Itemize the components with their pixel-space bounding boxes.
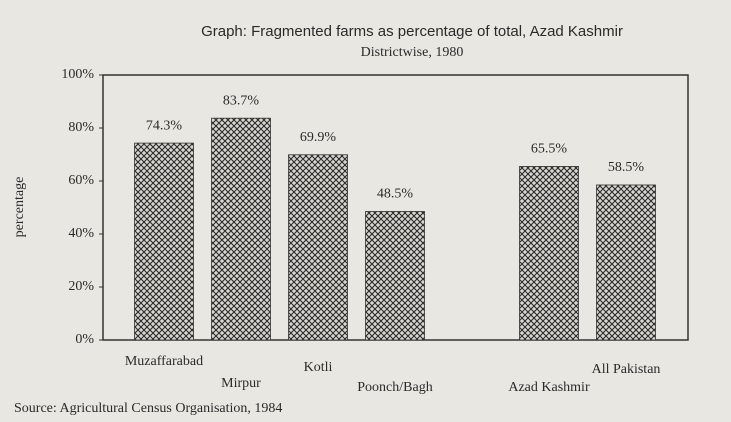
y-tick-label: 0% bbox=[75, 332, 94, 347]
x-tick-label: Muzaffarabad bbox=[125, 354, 203, 369]
chart-subtitle: Districtwise, 1980 bbox=[361, 45, 464, 60]
bar bbox=[288, 154, 348, 341]
x-tick-label: Poonch/Bagh bbox=[357, 380, 432, 395]
bar bbox=[365, 211, 425, 341]
value-label: 48.5% bbox=[377, 187, 414, 202]
chart-title: Graph: Fragmented farms as percentage of… bbox=[201, 23, 623, 40]
bar bbox=[519, 166, 579, 341]
x-tick-label: All Pakistan bbox=[592, 362, 661, 377]
x-tick-label: Kotli bbox=[304, 360, 333, 375]
y-tick-label: 80% bbox=[68, 120, 94, 135]
bar bbox=[211, 117, 271, 341]
value-label: 74.3% bbox=[146, 118, 183, 133]
y-tick-label: 40% bbox=[68, 226, 94, 241]
bar bbox=[134, 142, 194, 341]
value-label: 58.5% bbox=[608, 160, 645, 175]
y-tick-label: 100% bbox=[61, 67, 94, 82]
y-axis-label: percentage bbox=[12, 177, 27, 238]
value-label: 69.9% bbox=[300, 130, 337, 145]
source-note: Source: Agricultural Census Organisation… bbox=[14, 401, 282, 416]
x-tick-label: Azad Kashmir bbox=[508, 380, 590, 395]
value-label: 83.7% bbox=[223, 93, 260, 108]
x-tick-label: Mirpur bbox=[221, 376, 261, 391]
value-label: 65.5% bbox=[531, 142, 568, 157]
bar bbox=[596, 184, 656, 341]
y-tick-label: 20% bbox=[68, 279, 94, 294]
y-tick-label: 60% bbox=[68, 173, 94, 188]
